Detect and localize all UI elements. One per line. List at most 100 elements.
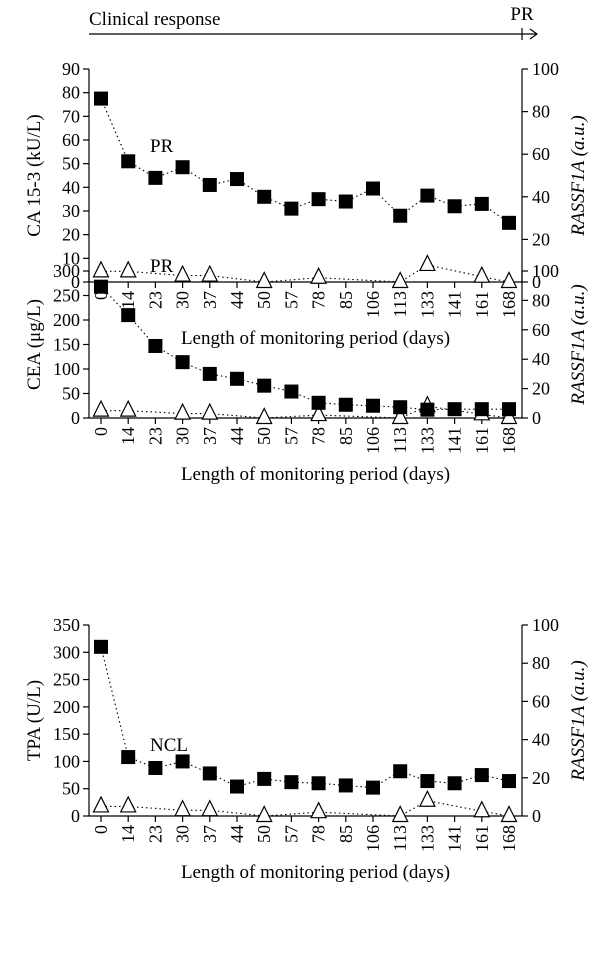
panel-2-left-tick-label: 350 — [53, 615, 80, 635]
panel-0-marker-point — [94, 91, 108, 106]
panel-1-left-tick-label: 150 — [53, 335, 80, 355]
panel-0-marker-point — [447, 199, 462, 214]
panel-1-marker-point — [257, 378, 272, 393]
panel-0-left-axis-title: CA 15-3 (kU/L) — [24, 114, 45, 236]
panel-0-x-tick-label: 0 — [91, 291, 111, 300]
panel-0-x-tick-label: 50 — [254, 291, 274, 309]
panel-2-marker-point — [257, 771, 272, 786]
panel-2-x-tick-label: 57 — [281, 825, 301, 843]
panel-1-rassf1a-point — [391, 407, 409, 425]
panel-2-x-tick-label: 168 — [499, 825, 519, 852]
panel-2-left-tick-label: 50 — [62, 779, 80, 799]
panel-2-marker-point — [94, 639, 108, 654]
panel-1-marker-point — [175, 355, 190, 370]
panel-2-marker-point — [502, 774, 516, 789]
panel-2-right-tick-label: 60 — [532, 691, 550, 711]
panel-1-rassf1a-point — [174, 402, 192, 420]
panel-1-marker-point — [420, 402, 435, 417]
panel-1-response-annotation: PR — [150, 256, 174, 277]
panel-2-marker-point — [393, 764, 408, 779]
panel-2-x-axis-title: Length of monitoring period (days) — [181, 862, 450, 883]
panel-0-rassf1a-point — [201, 264, 219, 282]
panel-1-marker-point — [121, 308, 136, 323]
panel-2-marker-point — [338, 778, 353, 793]
panel-2-rassf1a-line — [101, 800, 510, 817]
panel-2-right-tick-label: 0 — [532, 806, 541, 826]
panel-0-marker-point — [257, 189, 272, 204]
panel-tpa: 0 50 100 150 200 250 300 350 0 20 40 60 80 100 0 14 23 30… — [24, 615, 589, 883]
panel-0-rassf1a-point — [418, 254, 436, 272]
panel-1-marker-point — [94, 279, 108, 294]
panel-1-left-tick-label: 100 — [53, 359, 80, 379]
panel-2-rassf1a-point — [92, 795, 110, 813]
panel-0-marker-point — [311, 192, 326, 207]
panel-2-x-tick-label: 23 — [145, 825, 165, 843]
panel-1-x-tick-label: 50 — [254, 427, 274, 445]
panel-1-x-tick-label: 106 — [363, 427, 383, 454]
panel-0-x-tick-label: 113 — [390, 291, 410, 317]
panel-2-marker-point — [420, 774, 435, 789]
panel-0-left-tick-label: 90 — [62, 59, 80, 79]
panel-2-marker-point — [121, 750, 136, 765]
panel-0-x-tick-label: 30 — [173, 291, 193, 309]
panel-0-marker-point — [230, 172, 244, 187]
panel-1-rassf1a-point — [119, 399, 137, 417]
panel-2-x-tick-label: 14 — [118, 825, 138, 843]
panel-2-left-tick-label: 200 — [53, 697, 80, 717]
panel-1-x-tick-label: 161 — [472, 427, 492, 454]
panel-2-rassf1a-point — [310, 801, 328, 819]
panel-0-x-tick-label: 37 — [200, 291, 220, 309]
panel-2-response-annotation: NCL — [150, 735, 188, 756]
panel-0-x-tick-label: 14 — [118, 291, 138, 309]
panel-2-x-tick-label: 141 — [445, 825, 465, 852]
panel-2-marker-point — [175, 754, 190, 769]
panel-0-x-tick-label: 133 — [417, 291, 437, 318]
panel-0-right-tick-label: 20 — [532, 229, 550, 249]
panel-2-marker-point — [148, 760, 163, 775]
panel-0-x-tick-label: 85 — [336, 291, 356, 309]
panel-1-marker-line — [100, 286, 509, 411]
response-end-label: PR — [510, 4, 534, 25]
panel-0-response-annotation: PR — [150, 136, 174, 157]
panel-2-rassf1a-point — [255, 805, 273, 823]
panel-1-left-axis-title: CEA (μg/L) — [24, 299, 45, 390]
panel-2-rassf1a-point — [473, 800, 491, 818]
panel-0-marker-point — [284, 201, 299, 216]
panel-1-rassf1a-point — [310, 404, 328, 422]
panel-2-x-tick-label: 106 — [363, 825, 383, 852]
panel-1-right-tick-label: 80 — [532, 290, 550, 310]
panel-2-x-tick-label: 161 — [472, 825, 492, 852]
panel-1-rassf1a-point — [92, 399, 110, 417]
panel-2-rassf1a-point — [391, 805, 409, 823]
panel-0-right-tick-label: 60 — [532, 144, 550, 164]
panel-1-right-tick-label: 20 — [532, 379, 550, 399]
panel-0-left-tick-label: 60 — [62, 130, 80, 150]
panel-1-left-tick-label: 300 — [53, 261, 80, 281]
panel-1-marker-point — [311, 395, 326, 410]
panel-0-rassf1a-point — [92, 260, 110, 278]
panel-1-x-tick-label: 85 — [336, 427, 356, 445]
panel-1-x-tick-label: 78 — [309, 427, 329, 445]
panel-0-rassf1a-point — [473, 265, 491, 283]
panel-0-rassf1a-point — [255, 271, 273, 289]
panel-2-x-tick-label: 37 — [200, 825, 220, 843]
panel-1-marker-point — [393, 400, 408, 415]
panel-1-right-tick-label: 100 — [532, 261, 559, 281]
panel-2-rassf1a-point — [418, 789, 436, 807]
panel-0-left-tick-label: 40 — [62, 177, 80, 197]
panel-2-left-tick-label: 0 — [71, 806, 80, 826]
panel-2-rassf1a-point — [174, 799, 192, 817]
panel-1-left-tick-label: 250 — [53, 286, 80, 306]
panel-0-x-tick-label: 23 — [145, 291, 165, 309]
panel-2-right-tick-label: 100 — [532, 615, 559, 635]
panel-1-marker-point — [338, 397, 353, 412]
panel-1-left-tick-label: 50 — [62, 384, 80, 404]
panel-1-marker-point — [230, 371, 244, 386]
panel-2-marker-point — [202, 766, 217, 781]
panel-0-rassf1a-point — [119, 260, 137, 278]
panel-0-x-tick-label: 78 — [309, 291, 329, 309]
panel-2-marker-point — [447, 776, 462, 791]
panel-0-rassf1a-point — [174, 264, 192, 282]
